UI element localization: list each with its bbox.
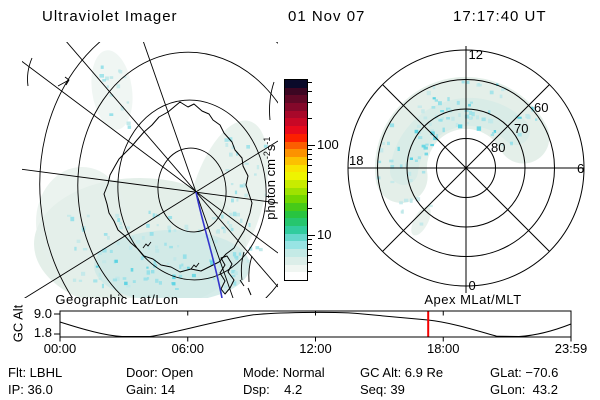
strip-ylabel: GC Alt: [10, 304, 26, 343]
colorbar-minor-tick: [308, 149, 312, 151]
strip-xtick: 18:00: [426, 341, 460, 356]
colorbar-step: [285, 149, 307, 157]
status-glat: GLat: −70.6: [490, 365, 559, 380]
colorbar-minor-tick: [308, 180, 312, 182]
colorbar-minor-tick: [308, 207, 312, 209]
apex-plot-label: Apex MLat/MLT: [424, 292, 522, 307]
orbit-altitude-curve: [59, 311, 572, 338]
colorbar-step: [285, 110, 307, 119]
apex-polar-plot: 12 18 6 0 80 70 60: [347, 46, 585, 293]
mlt-label-0: 0: [469, 278, 476, 293]
colorbar-step: [285, 249, 307, 257]
strip-ytick-bottom: 1.8: [33, 325, 52, 340]
colorbar-minor-tick: [308, 117, 312, 119]
colorbar-step: [285, 126, 307, 134]
status-gc-alt: GC Alt: 6.9 Re: [360, 365, 444, 380]
status-dsp: Dsp: 4.2: [243, 382, 303, 397]
mlt-label-12: 12: [469, 47, 483, 62]
colorbar-step: [285, 95, 307, 104]
colorbar-step: [285, 118, 307, 127]
colorbar-minor-tick: [308, 243, 312, 245]
geographic-graticule: [22, 42, 278, 298]
colorbar-step: [285, 264, 307, 273]
colorbar-step: [285, 272, 307, 280]
colorbar-minor-tick: [308, 248, 312, 250]
image-date: 01 Nov 07: [288, 8, 366, 25]
app-title: Ultraviolet Imager: [42, 8, 178, 25]
colorbar-step: [285, 203, 307, 211]
colorbar-minor-tick: [308, 262, 312, 264]
colorbar-step: [285, 103, 307, 111]
colorbar-step: [285, 218, 307, 227]
colorbar-step: [285, 179, 307, 188]
colorbar-minor-tick: [308, 255, 312, 256]
colorbar-step: [285, 256, 307, 265]
antarctica-coastline: [103, 101, 253, 296]
colorbar-unit-label: photon cm-2s-1: [261, 136, 279, 220]
aurora-emission-geographic: [34, 50, 269, 298]
colorbar-step: [285, 80, 307, 88]
colorbar-step: [285, 210, 307, 219]
strip-xtick: 06:00: [171, 341, 205, 356]
colorbar-minor-tick: [308, 270, 312, 272]
colorbar-step: [285, 233, 307, 242]
colorbar-step: [285, 226, 307, 234]
apex-dial-grid: [347, 46, 585, 293]
status-flt: Flt: LBHL: [8, 365, 63, 380]
colorbar-tick-label: 100: [317, 137, 339, 152]
geographic-map-plot: [22, 42, 278, 298]
colorbar-minor-tick: [308, 165, 312, 166]
colorbar-major-tick: [308, 235, 315, 236]
colorbar-minor-tick: [308, 153, 312, 155]
strip-xtick: 23:59: [554, 341, 588, 356]
colorbar-step: [285, 164, 307, 173]
spacecraft-track-line: [195, 191, 223, 298]
mlat-label-60: 60: [534, 100, 548, 115]
status-mode: Mode: Normal: [243, 365, 325, 380]
status-seq: Seq: 39: [360, 382, 405, 397]
strip-ytick-top: 9.0: [33, 306, 52, 321]
status-door: Door: Open: [126, 365, 194, 380]
colorbar-step: [285, 172, 307, 180]
colorbar-minor-tick: [308, 82, 312, 84]
colorbar-step: [285, 156, 307, 165]
status-ip: IP: 36.0: [8, 382, 53, 397]
geographic-map-label: Geographic Lat/Lon: [55, 292, 179, 307]
colorbar-minor-tick: [308, 192, 312, 194]
colorbar-minor-tick: [308, 239, 312, 241]
strip-xtick: 00:00: [43, 341, 77, 356]
status-glon: GLon: 43.2: [490, 382, 558, 397]
status-gain: Gain: 14: [126, 382, 176, 397]
colorbar-step: [285, 195, 307, 203]
colorbar-minor-tick: [308, 172, 312, 174]
mlat-label-70: 70: [514, 121, 528, 136]
mlat-label-80: 80: [491, 140, 505, 155]
colorbar: [284, 79, 308, 281]
mlt-label-18: 18: [349, 153, 363, 168]
colorbar-tick-label: 10: [317, 227, 332, 242]
colorbar-minor-tick: [308, 158, 312, 160]
colorbar-minor-tick: [308, 90, 312, 92]
colorbar-step: [285, 187, 307, 196]
strip-xtick: 12:00: [299, 341, 332, 356]
orbit-altitude-strip: [54, 310, 572, 342]
colorbar-step: [285, 141, 307, 150]
colorbar-step: [285, 87, 307, 96]
colorbar-step: [285, 133, 307, 142]
colorbar-minor-tick: [308, 102, 312, 104]
colorbar-step: [285, 241, 307, 250]
mlt-label-6: 6: [577, 161, 584, 176]
image-time-ut: 17:17:40 UT: [453, 8, 547, 25]
colorbar-major-tick: [308, 145, 315, 146]
